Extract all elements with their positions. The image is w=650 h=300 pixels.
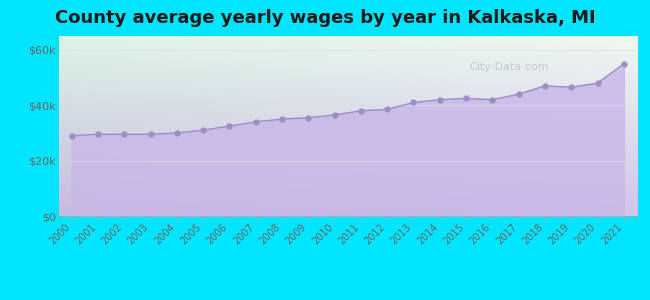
Text: County average yearly wages by year in Kalkaska, MI: County average yearly wages by year in K… [55, 9, 595, 27]
Text: City-Data.com: City-Data.com [469, 61, 549, 72]
